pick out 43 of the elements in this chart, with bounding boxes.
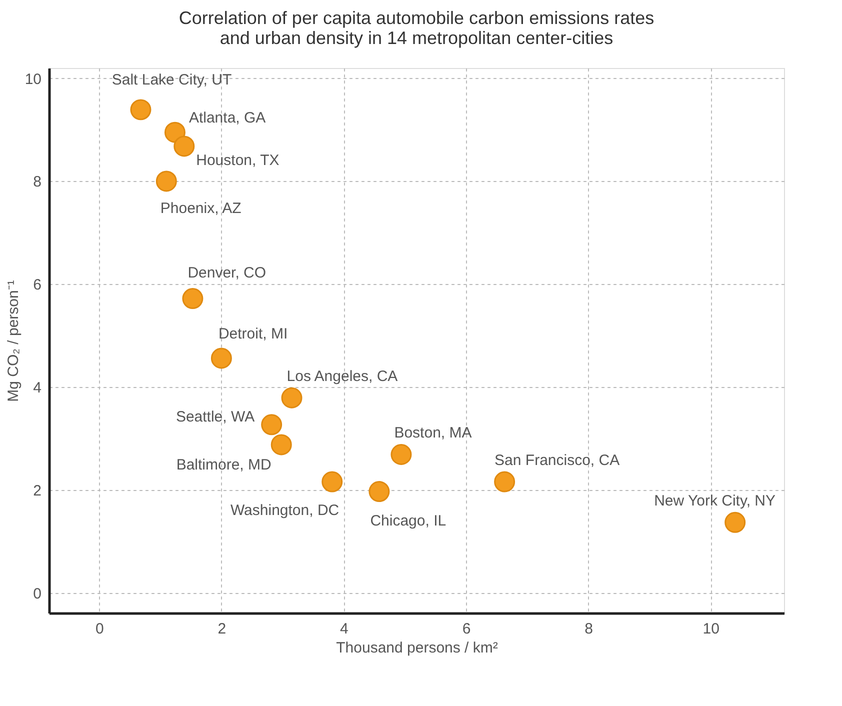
x-tick-label: 0 xyxy=(95,620,104,638)
chart-title: Correlation of per capita automobile carbon emissions rates and urban density in 14 metropolitan center-cities xyxy=(178,8,654,48)
annotation: Seattle, WA xyxy=(176,408,255,426)
point xyxy=(130,99,152,120)
point xyxy=(210,348,232,369)
annotation: Atlanta, GA xyxy=(188,109,266,126)
point xyxy=(281,387,302,408)
point xyxy=(261,414,282,436)
annotation: Phoenix, AZ xyxy=(160,200,242,218)
point xyxy=(390,444,412,465)
annotation: New York City, NY xyxy=(654,492,776,510)
x-tick-label: 10 xyxy=(702,620,720,638)
point xyxy=(724,512,746,533)
annotation: San Francisco, CA xyxy=(494,452,620,469)
x-tick-label: 4 xyxy=(340,620,348,638)
annotation: Los Angeles, CA xyxy=(286,368,398,385)
point xyxy=(322,471,343,492)
point xyxy=(156,170,177,192)
point xyxy=(494,471,516,492)
annotation: Baltimore, MD xyxy=(176,456,272,474)
point xyxy=(182,288,204,310)
y-axis-title: Mg CO₂ / person⁻¹ xyxy=(4,280,22,402)
annotation: Boston, MA xyxy=(394,424,472,442)
annotation: Houston, TX xyxy=(196,152,280,170)
annotation: Salt Lake City, UT xyxy=(112,72,232,89)
y-tick-label: 6 xyxy=(33,276,42,294)
x-axis-title: Thousand persons / km² xyxy=(336,640,498,656)
y-tick-label: 10 xyxy=(24,70,42,88)
point xyxy=(270,434,292,456)
x-tick-label: 8 xyxy=(584,620,593,638)
annotation: Chicago, IL xyxy=(370,512,446,530)
x-tick-label: 6 xyxy=(462,620,471,638)
x-tick-label: 2 xyxy=(218,620,226,638)
annotation: Detroit, MI xyxy=(218,325,288,342)
y-tick-label: 2 xyxy=(33,482,42,500)
point xyxy=(174,136,195,157)
annotation: Denver, CO xyxy=(188,264,266,282)
y-tick-label: 0 xyxy=(33,585,42,602)
annotation: Washington, DC xyxy=(230,502,340,519)
point xyxy=(368,481,390,502)
y-tick-label: 8 xyxy=(33,174,42,191)
point xyxy=(164,122,186,143)
y-tick-label: 4 xyxy=(33,380,42,397)
